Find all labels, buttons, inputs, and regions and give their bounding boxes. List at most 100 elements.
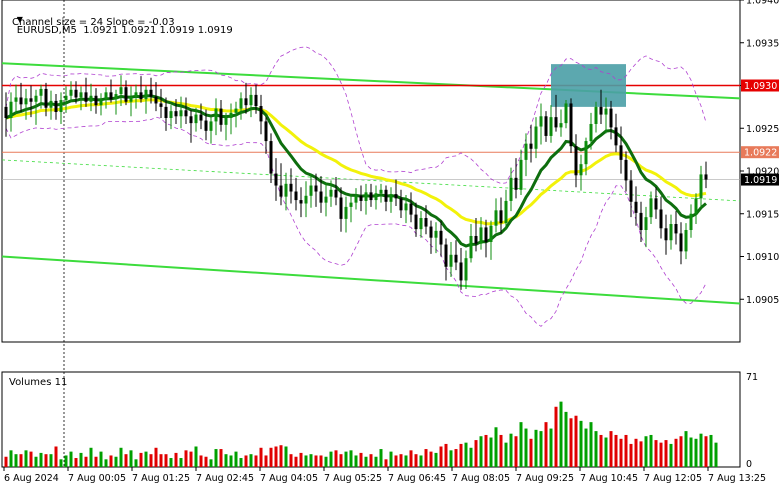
candle-body	[289, 183, 293, 192]
candle-body	[64, 95, 68, 101]
volume-bar	[469, 447, 473, 467]
candle-body	[379, 189, 383, 194]
candle-body	[44, 88, 48, 108]
volume-bar	[699, 433, 703, 467]
volume-bar	[24, 450, 28, 467]
candle-body	[694, 198, 698, 214]
candle-body	[99, 99, 103, 106]
time-tick-label: 7 Aug 05:25	[324, 473, 382, 484]
volume-bar	[544, 422, 548, 467]
volume-bar	[344, 451, 348, 467]
candle-body	[354, 195, 358, 203]
volume-bar	[39, 452, 43, 467]
candle-body	[689, 213, 693, 230]
volume-bar	[254, 455, 258, 467]
volume-bar	[299, 452, 303, 467]
volume-bar	[564, 411, 568, 467]
candle-body	[609, 108, 613, 128]
candle-body	[79, 92, 83, 98]
price-tick-label: 1.0940	[746, 0, 779, 7]
volume-bar	[484, 434, 488, 467]
volume-bar	[394, 455, 398, 467]
candle-body	[244, 98, 248, 106]
volume-bar	[274, 446, 278, 467]
candle-body	[194, 114, 198, 124]
volume-pane-frame	[1, 371, 741, 468]
volume-bar	[624, 434, 628, 467]
candle-body	[164, 106, 168, 118]
volume-bar	[529, 438, 533, 467]
volume-bar	[144, 451, 148, 467]
volume-bar	[654, 440, 658, 467]
volume-tick-max: 71	[746, 372, 758, 383]
volume-bar	[454, 449, 458, 467]
candle-body	[9, 101, 13, 118]
candle-body	[614, 127, 618, 146]
volume-bar	[559, 401, 563, 467]
volume-bar	[189, 451, 193, 467]
candle-body	[359, 195, 363, 201]
candle-body	[299, 200, 303, 204]
volume-bar	[414, 454, 418, 467]
candle-body	[334, 189, 338, 198]
candle-body	[434, 230, 438, 238]
candle-body	[484, 227, 488, 242]
candles	[4, 75, 708, 290]
candle-body	[659, 209, 663, 229]
candle-body	[284, 183, 288, 197]
candle-body	[369, 192, 373, 201]
candle-body	[119, 87, 123, 95]
volume-title: Volumes 11	[9, 377, 68, 388]
price-tick-label: 1.0905	[746, 295, 779, 306]
volume-bar	[19, 454, 23, 467]
candle-body	[674, 224, 678, 234]
volume-bar	[634, 438, 638, 467]
volume-bar	[184, 450, 188, 467]
candle-body	[259, 106, 263, 122]
time-tick-label: 7 Aug 00:05	[68, 473, 126, 484]
volume-bar	[444, 443, 448, 467]
volume-bar	[604, 437, 608, 467]
candle-body	[279, 185, 283, 197]
candle-body	[419, 218, 423, 230]
volume-bar	[119, 447, 123, 467]
volume-bar	[4, 456, 8, 467]
volume-bar	[429, 451, 433, 467]
volume-bar	[519, 422, 523, 467]
volume-bar	[264, 455, 268, 467]
candle-body	[639, 212, 643, 230]
volume-bar	[154, 447, 158, 467]
volume-bar	[214, 449, 218, 467]
candle-body	[634, 201, 638, 213]
volume-bar	[14, 454, 18, 467]
candle-body	[544, 116, 548, 136]
volume-bar	[234, 451, 238, 467]
volume-bar	[149, 454, 153, 467]
volume-bar	[329, 451, 333, 467]
volume-bar	[379, 449, 383, 467]
candle-body	[234, 108, 238, 113]
candle-body	[39, 88, 43, 96]
volume-bar	[334, 450, 338, 467]
candle-body	[219, 108, 223, 125]
chart-frame	[1, 0, 741, 468]
volume-bar	[269, 447, 273, 467]
volume-bar	[29, 451, 33, 467]
ma-slow-line	[5, 98, 707, 226]
volume-bar	[384, 459, 388, 467]
volume-bar	[389, 451, 393, 467]
candle-body	[364, 192, 368, 201]
volume-bar	[9, 450, 13, 467]
candle-body	[254, 94, 258, 107]
volume-bar	[139, 452, 143, 467]
volume-bar	[74, 458, 78, 467]
time-tick-label: 7 Aug 06:45	[388, 473, 446, 484]
volume-bar	[89, 447, 93, 467]
candle-body	[339, 197, 343, 219]
candle-body	[159, 103, 163, 107]
price-tick-label: 1.0915	[746, 209, 779, 220]
candle-body	[554, 117, 558, 128]
candle-body	[384, 189, 388, 202]
